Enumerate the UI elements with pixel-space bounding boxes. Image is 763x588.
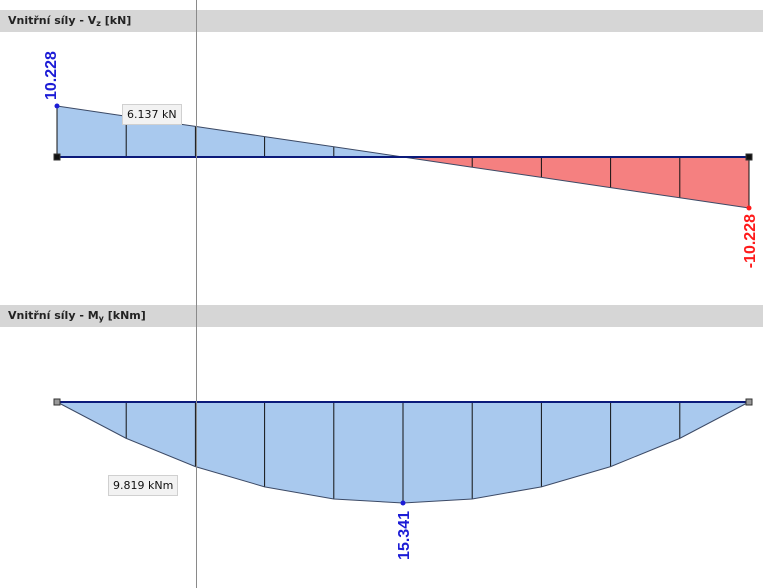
shear-fill-segment xyxy=(57,106,127,157)
shear-max-marker xyxy=(54,103,60,109)
shear-title-main: Vnitřní síly - V xyxy=(8,14,97,27)
moment-fill-segment xyxy=(264,402,334,499)
shear-start-node xyxy=(53,153,61,161)
shear-title-subscript: z xyxy=(96,19,101,28)
moment-fill-segment xyxy=(126,402,196,467)
moment-end-node xyxy=(745,398,753,406)
moment-max-label: 15.341 xyxy=(396,511,413,560)
moment-max-marker xyxy=(400,500,406,506)
moment-title-subscript: y xyxy=(98,314,104,323)
moment-panel-header: Vnitřní síly - My [kNm] xyxy=(0,305,763,327)
moment-fill-segment xyxy=(472,402,542,499)
moment-fill-segment xyxy=(333,402,403,503)
moment-fill-segment xyxy=(610,402,680,467)
shear-fill-segment xyxy=(541,157,611,188)
shear-panel-header: Vnitřní síly - Vz [kN] xyxy=(0,10,763,32)
moment-panel-title: Vnitřní síly - My [kNm] xyxy=(8,309,146,323)
cursor-line[interactable] xyxy=(196,0,197,588)
shear-fill-segment xyxy=(126,116,196,157)
moment-cursor-value: 9.819 kNm xyxy=(108,475,179,496)
moment-title-unit: [kNm] xyxy=(103,309,146,322)
shear-panel-title: Vnitřní síly - Vz [kN] xyxy=(8,14,131,28)
shear-fill-segment xyxy=(472,157,542,178)
shear-fill-segment xyxy=(195,126,265,157)
moment-title-main: Vnitřní síly - M xyxy=(8,309,99,322)
shear-max-label: 10.228 xyxy=(43,51,60,100)
moment-fill-segment xyxy=(541,402,611,487)
shear-min-label: -10.228 xyxy=(742,214,759,268)
moment-fill-segment xyxy=(403,402,473,503)
shear-min-marker xyxy=(746,205,752,211)
shear-fill-segment xyxy=(679,157,749,208)
shear-fill-segment xyxy=(610,157,680,198)
shear-fill-segment xyxy=(264,136,334,157)
shear-title-unit: [kN] xyxy=(100,14,132,27)
moment-start-node xyxy=(53,398,61,406)
shear-cursor-value: 6.137 kN xyxy=(122,104,182,125)
shear-end-node xyxy=(745,153,753,161)
moment-fill-segment xyxy=(195,402,265,487)
